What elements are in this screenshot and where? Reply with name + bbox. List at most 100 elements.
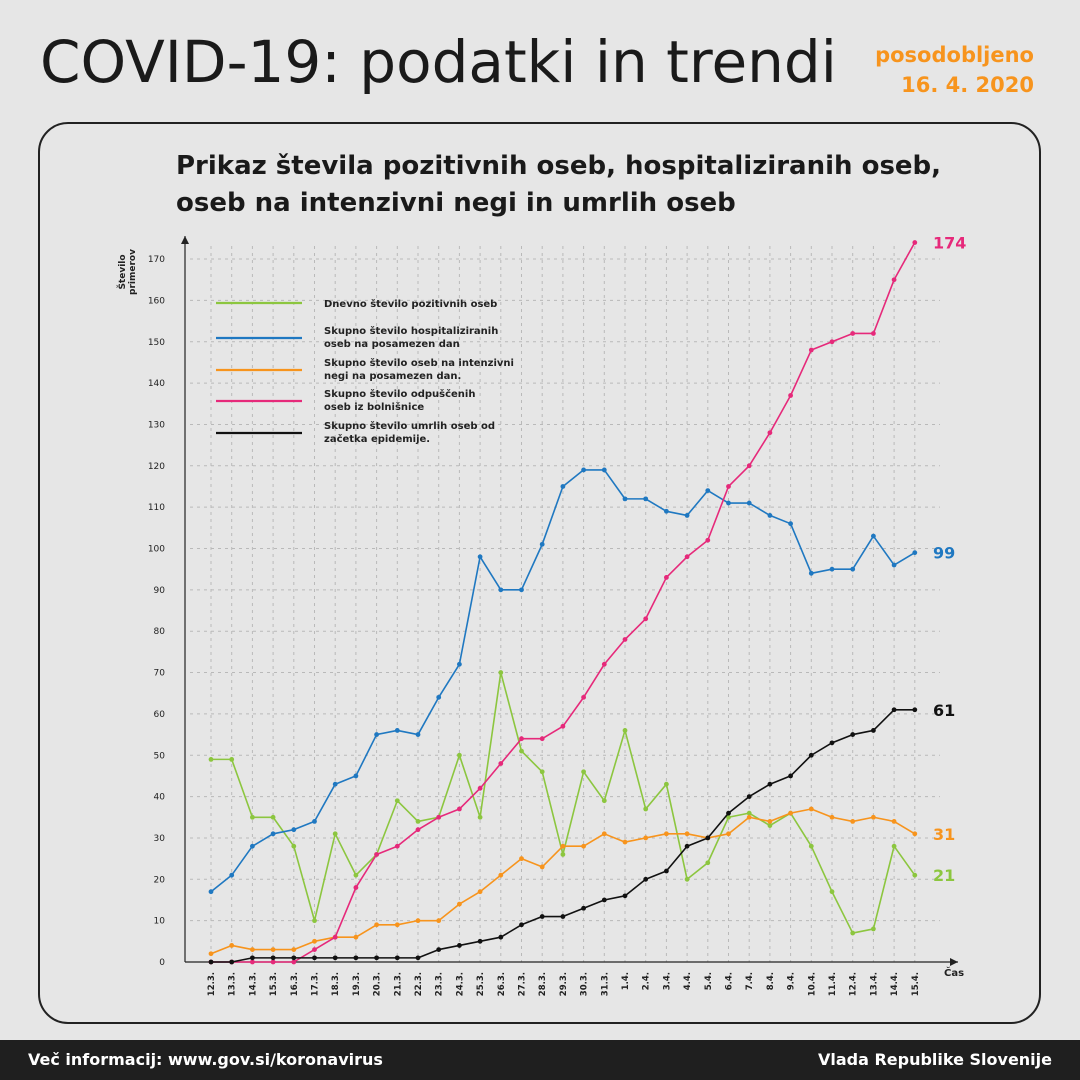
x-tick-label: 21.3. bbox=[393, 972, 403, 996]
data-point bbox=[374, 955, 379, 961]
data-point bbox=[705, 537, 711, 543]
series-end-label: 174 bbox=[933, 234, 966, 253]
data-point bbox=[829, 814, 835, 820]
data-point bbox=[312, 938, 317, 944]
data-point bbox=[519, 922, 524, 928]
data-point bbox=[394, 955, 400, 961]
data-point bbox=[746, 500, 752, 506]
y-tick-label: 30 bbox=[154, 834, 166, 844]
series-line bbox=[211, 671, 916, 934]
footer: Več informacij: www.gov.si/koronavirus V… bbox=[0, 1040, 1080, 1080]
y-tick-label: 20 bbox=[154, 875, 166, 885]
x-tick-label: 6.4. bbox=[725, 972, 735, 990]
data-point bbox=[601, 897, 607, 903]
x-tick-label: 16.3. bbox=[290, 972, 300, 996]
data-point bbox=[601, 467, 607, 473]
data-point bbox=[457, 752, 462, 758]
data-point bbox=[705, 488, 711, 494]
x-tick-label: 26.3. bbox=[497, 972, 507, 996]
data-point bbox=[871, 814, 876, 820]
legend-label-line2: negi na posamezen dan. bbox=[324, 371, 461, 382]
legend-label: Skupno število hospitaliziranih bbox=[324, 325, 498, 337]
data-point bbox=[394, 922, 400, 928]
y-tick-label: 90 bbox=[154, 586, 166, 596]
data-point bbox=[871, 331, 876, 336]
data-point bbox=[581, 769, 586, 775]
data-point bbox=[457, 901, 462, 907]
data-point bbox=[664, 831, 669, 837]
x-tick-label: 15.4. bbox=[911, 972, 921, 996]
data-point bbox=[519, 748, 524, 754]
data-point bbox=[250, 955, 255, 961]
data-point bbox=[394, 843, 400, 849]
y-axis-label: Število bbox=[116, 254, 128, 289]
series-end-label: 61 bbox=[933, 701, 955, 720]
data-point bbox=[498, 872, 504, 878]
data-point bbox=[891, 819, 897, 824]
data-point bbox=[477, 554, 483, 560]
data-point bbox=[208, 959, 214, 965]
data-point bbox=[415, 955, 421, 961]
x-tick-label: 29.3. bbox=[559, 972, 569, 996]
updated-label: posodobljeno bbox=[875, 43, 1034, 67]
data-point bbox=[498, 670, 504, 675]
x-tick-label: 15.3. bbox=[269, 972, 279, 996]
data-point bbox=[850, 732, 856, 737]
line-chart: 0 10 20 30 40 50 60 70 80 90 100 110 120 130 140 150 160… bbox=[116, 234, 966, 997]
data-point bbox=[498, 587, 504, 593]
data-point bbox=[808, 570, 814, 576]
data-point bbox=[539, 769, 545, 775]
x-tick-label: 2.4. bbox=[642, 972, 652, 990]
data-point bbox=[788, 810, 793, 816]
data-point bbox=[374, 852, 379, 857]
data-point bbox=[436, 694, 442, 700]
data-point bbox=[229, 943, 235, 948]
data-point bbox=[601, 798, 607, 804]
legend-label: Dnevno število pozitivnih oseb bbox=[324, 298, 497, 310]
x-tick-label: 12.3. bbox=[207, 972, 217, 996]
data-point bbox=[726, 831, 731, 837]
x-tick-label: 23.3. bbox=[435, 972, 445, 996]
data-point bbox=[498, 761, 504, 766]
data-point bbox=[850, 331, 856, 336]
data-point bbox=[643, 876, 649, 882]
data-point bbox=[767, 819, 773, 824]
y-tick-label: 170 bbox=[148, 255, 165, 265]
data-point bbox=[808, 752, 814, 758]
data-point bbox=[829, 566, 835, 572]
chart-card bbox=[38, 122, 1041, 1024]
data-point bbox=[477, 814, 483, 820]
data-point bbox=[601, 831, 607, 837]
x-tick-label: 5.4. bbox=[704, 972, 714, 990]
data-point bbox=[415, 732, 421, 737]
x-tick-label: 25.3. bbox=[476, 972, 486, 996]
data-point bbox=[436, 918, 442, 924]
data-point bbox=[250, 947, 255, 952]
data-point bbox=[726, 814, 731, 820]
x-tick-label: 19.3. bbox=[352, 972, 362, 996]
data-point bbox=[477, 785, 483, 791]
data-point bbox=[664, 575, 669, 580]
x-tick-label: 12.4. bbox=[849, 972, 859, 996]
data-point bbox=[581, 694, 586, 700]
data-point bbox=[560, 852, 566, 857]
y-tick-label: 110 bbox=[148, 503, 165, 513]
data-point bbox=[850, 566, 856, 572]
series-end-label: 99 bbox=[933, 544, 955, 563]
data-point bbox=[539, 864, 545, 870]
data-point bbox=[560, 914, 566, 919]
data-point bbox=[726, 810, 731, 816]
data-point bbox=[208, 756, 214, 762]
data-point bbox=[871, 533, 876, 539]
data-point bbox=[871, 728, 876, 733]
legend-label: Skupno število oseb na intenzivni bbox=[324, 357, 514, 369]
y-tick-label: 100 bbox=[148, 545, 165, 555]
data-point bbox=[332, 831, 338, 837]
data-point bbox=[291, 959, 297, 965]
data-point bbox=[270, 959, 276, 965]
legend-label: Skupno število umrlih oseb od bbox=[324, 420, 495, 432]
data-point bbox=[312, 947, 317, 952]
x-tick-label: 24.3. bbox=[455, 972, 465, 996]
data-point bbox=[519, 736, 524, 742]
data-point bbox=[291, 827, 297, 833]
